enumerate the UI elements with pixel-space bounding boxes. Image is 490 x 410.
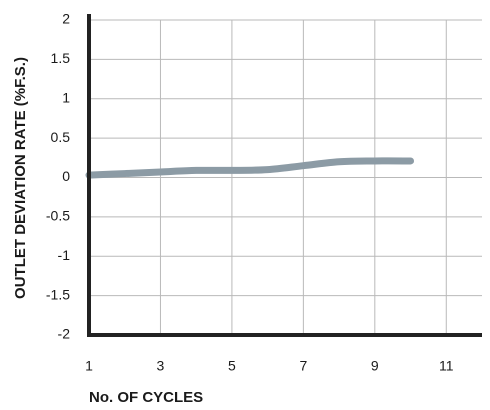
x-axis-title: No. OF CYCLES [89,389,203,406]
y-tick-label: 1 [62,89,70,105]
y-tick-label: -1 [58,247,71,263]
y-tick-label: 1.5 [51,50,71,66]
x-tick-labels: 1 3 5 7 9 11 [85,358,454,374]
x-tick-label: 5 [228,358,236,374]
series-line-0 [85,157,415,179]
series-layer [85,157,415,179]
x-tick-label: 9 [371,358,379,374]
axes [87,14,482,337]
grid [89,19,482,335]
y-tick-label: -1.5 [46,286,70,302]
x-tick-label: 11 [439,358,454,374]
x-tick-label: 3 [157,358,165,374]
y-tick-label: 0 [62,168,70,184]
y-tick-label: 2 [62,11,70,27]
x-tick-label: 1 [85,358,93,374]
y-tick-label: -0.5 [46,208,70,224]
y-tick-labels: 2 1.5 1 0.5 0 -0.5 -1 -1.5 -2 [46,11,70,342]
y-tick-label: -2 [58,326,71,342]
x-tick-label: 7 [299,358,307,374]
y-axis-title: OUTLET DEVIATION RATE (%F.S.) [12,57,29,299]
y-tick-label: 0.5 [51,129,71,145]
